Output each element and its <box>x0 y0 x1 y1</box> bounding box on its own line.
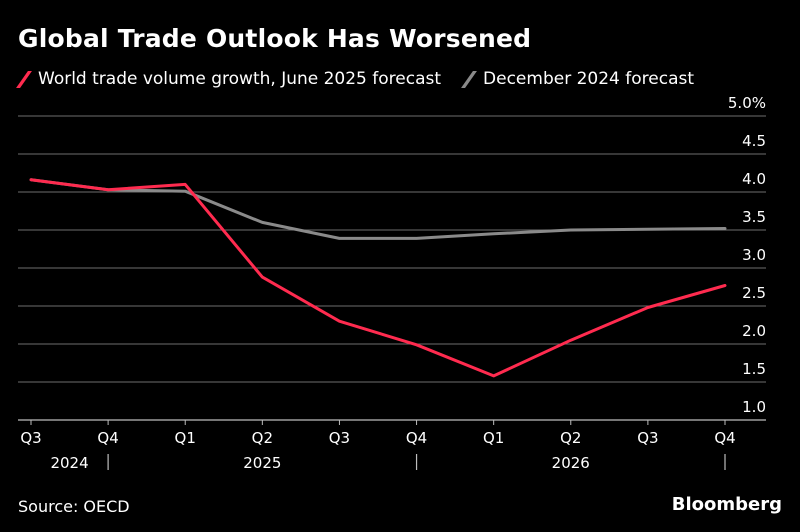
y-tick-label-5: 2.5 <box>742 284 766 302</box>
grid-layer <box>18 115 766 425</box>
x-tick-label-9: Q4 <box>714 429 735 447</box>
brand-logo: Bloomberg <box>671 494 782 515</box>
x-tick-label-3: Q2 <box>252 429 273 447</box>
series-line-december-2024 <box>29 178 727 240</box>
x-tick-label-2: Q1 <box>175 429 196 447</box>
legend-label-december: December 2024 forecast <box>483 69 695 89</box>
y-tick-label-2: 4.0 <box>742 170 766 188</box>
y-tick-label-6: 2.0 <box>742 322 766 340</box>
x-tick-label-4: Q3 <box>329 429 350 447</box>
year-label-2024: 2024 <box>50 454 88 472</box>
series-line-june-2025 <box>29 178 727 378</box>
legend: World trade volume growth, June 2025 for… <box>16 68 695 90</box>
y-tick-labels: 5.0% 4.5 4.0 3.5 3.0 2.5 2.0 1.5 1.0 <box>728 94 766 416</box>
y-tick-label-7: 1.5 <box>742 360 766 378</box>
source-note: Source: OECD <box>18 497 130 516</box>
y-tick-label-4: 3.0 <box>742 246 766 264</box>
legend-item-june: World trade volume growth, June 2025 for… <box>16 69 442 89</box>
series-layer <box>29 178 727 378</box>
x-tick-label-7: Q2 <box>560 429 581 447</box>
y-tick-label-8: 1.0 <box>742 398 766 416</box>
y-tick-label-0: 5.0% <box>728 94 766 112</box>
legend-label-june: World trade volume growth, June 2025 for… <box>38 69 442 89</box>
year-label-2026: 2026 <box>552 454 590 472</box>
y-tick-label-3: 3.5 <box>742 208 766 226</box>
legend-item-december: December 2024 forecast <box>461 69 695 89</box>
chart-title: Global Trade Outlook Has Worsened <box>18 24 532 53</box>
x-tick-label-0: Q3 <box>20 429 41 447</box>
year-label-2025: 2025 <box>243 454 281 472</box>
x-tick-label-1: Q4 <box>97 429 118 447</box>
x-tick-labels: Q3 Q4 Q1 Q2 Q3 Q4 Q1 Q2 Q3 Q4 2024 2025 2026 <box>20 429 735 472</box>
x-tick-label-6: Q1 <box>483 429 504 447</box>
y-tick-label-1: 4.5 <box>742 132 766 150</box>
x-tick-label-5: Q4 <box>406 429 427 447</box>
x-tick-label-8: Q3 <box>637 429 658 447</box>
